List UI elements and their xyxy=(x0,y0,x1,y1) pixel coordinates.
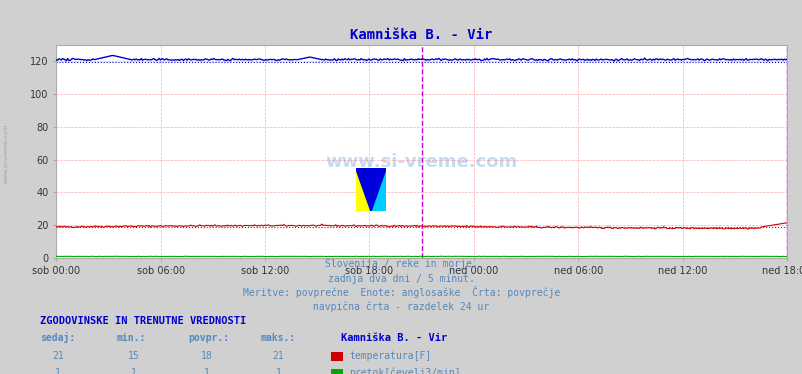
Text: Kamniška B. - Vir: Kamniška B. - Vir xyxy=(341,334,447,343)
Text: 21: 21 xyxy=(52,351,63,361)
Text: pretok[čevelj3/min]: pretok[čevelj3/min] xyxy=(349,367,460,374)
Title: Kamniška B. - Vir: Kamniška B. - Vir xyxy=(350,28,492,42)
Text: sedaj:: sedaj: xyxy=(40,332,75,343)
Text: 18: 18 xyxy=(200,351,212,361)
Text: 1: 1 xyxy=(203,368,209,374)
Text: 15: 15 xyxy=(128,351,140,361)
Polygon shape xyxy=(355,168,371,211)
Text: ZGODOVINSKE IN TRENUTNE VREDNOSTI: ZGODOVINSKE IN TRENUTNE VREDNOSTI xyxy=(40,316,246,325)
Text: www.si-vreme.com: www.si-vreme.com xyxy=(4,123,9,183)
Text: 1: 1 xyxy=(131,368,137,374)
Text: temperatura[F]: temperatura[F] xyxy=(349,351,431,361)
Text: Meritve: povprečne  Enote: anglosaške  Črta: povprečje: Meritve: povprečne Enote: anglosaške Črt… xyxy=(242,286,560,298)
Text: 1: 1 xyxy=(55,368,61,374)
Polygon shape xyxy=(355,168,386,211)
Text: zadnja dva dni / 5 minut.: zadnja dva dni / 5 minut. xyxy=(328,274,474,283)
Text: povpr.:: povpr.: xyxy=(188,334,229,343)
Text: Slovenija / reke in morje.: Slovenija / reke in morje. xyxy=(325,260,477,269)
Text: navpična črta - razdelek 24 ur: navpična črta - razdelek 24 ur xyxy=(313,301,489,312)
Text: www.si-vreme.com: www.si-vreme.com xyxy=(325,153,517,171)
Text: 21: 21 xyxy=(273,351,284,361)
Text: min.:: min.: xyxy=(116,334,146,343)
Polygon shape xyxy=(371,168,386,211)
Text: 1: 1 xyxy=(275,368,282,374)
Text: maks.:: maks.: xyxy=(261,334,296,343)
